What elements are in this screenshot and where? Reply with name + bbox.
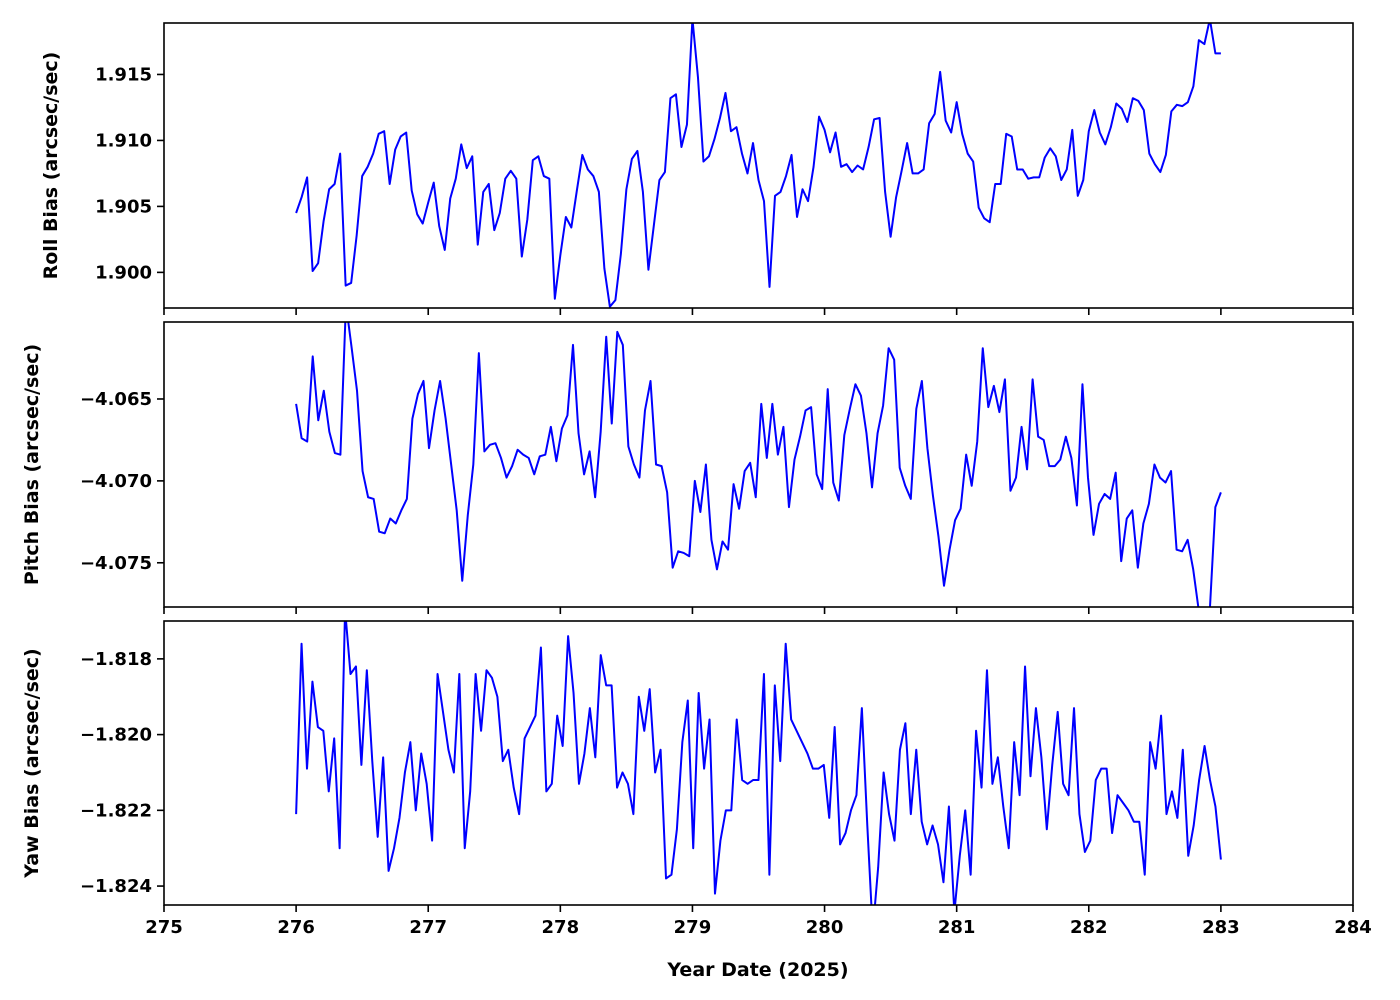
yaw-xtick-label: 275 <box>145 917 183 938</box>
yaw-xtick-label: 281 <box>938 917 976 938</box>
yaw-xtick-label: 276 <box>277 917 315 938</box>
yaw-xtick-label: 283 <box>1202 917 1240 938</box>
yaw-ytick-label: −1.822 <box>80 800 152 821</box>
roll-ytick-label: 1.915 <box>95 64 152 85</box>
pitch-ytick-label: −4.075 <box>80 553 152 574</box>
yaw-xtick-label: 282 <box>1070 917 1108 938</box>
yaw-axes-frame <box>163 620 1354 906</box>
yaw-series-line <box>295 621 1222 905</box>
yaw-ytick-label: −1.824 <box>80 876 152 897</box>
roll-series-line <box>295 23 1221 308</box>
roll-ytick-label: 1.905 <box>95 196 152 217</box>
yaw-xtick-label: 284 <box>1334 917 1372 938</box>
x-axis-label: Year Date (2025) <box>666 959 848 981</box>
pitch-axes-frame <box>163 321 1354 608</box>
pitch-ytick-label: −4.070 <box>80 471 152 492</box>
roll-ytick-label: 1.900 <box>95 262 152 283</box>
roll-ytick-label: 1.910 <box>95 130 152 151</box>
yaw-y-axis-label: Yaw Bias (arcsec/sec) <box>21 648 43 878</box>
pitch-y-axis-label: Pitch Bias (arcsec/sec) <box>21 344 43 585</box>
yaw-xtick-label: 280 <box>806 917 844 938</box>
panels: 1.900 1.905 1.910 1.915 Roll Bias (arcsec/se… <box>21 22 1372 938</box>
yaw-ytick-label: −1.818 <box>80 649 152 670</box>
yaw-ytick-label: −1.820 <box>80 725 152 746</box>
pitch-series-line <box>295 322 1222 607</box>
roll-y-axis-label: Roll Bias (arcsec/sec) <box>40 52 62 280</box>
yaw-xtick-label: 278 <box>542 917 580 938</box>
yaw-xtick-label: 279 <box>674 917 712 938</box>
yaw-xtick-label: 277 <box>409 917 447 938</box>
roll-axes-frame <box>163 22 1354 309</box>
pitch-ytick-label: −4.065 <box>80 389 152 410</box>
